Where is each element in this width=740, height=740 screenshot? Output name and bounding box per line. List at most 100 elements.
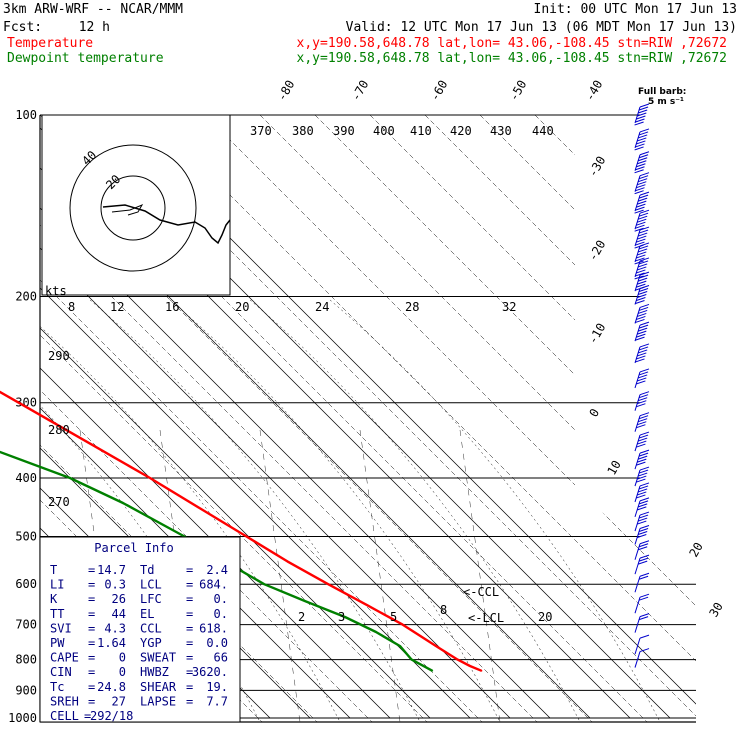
wind-barb-flag [636, 140, 646, 145]
parcel-equals: = [84, 709, 91, 723]
parcel-value: 0.3 [104, 578, 126, 592]
wind-barb [634, 303, 650, 324]
hodograph: kts 20 40 [41, 114, 231, 298]
wind-barb-flag [638, 109, 648, 114]
wind-barb-flag [638, 346, 649, 351]
wind-barb [634, 525, 650, 545]
wind-barb-flag [636, 269, 646, 274]
wind-barb-flag [639, 593, 650, 598]
wind-barb-flag [637, 330, 647, 335]
mixing-ratio-line [359, 429, 401, 722]
wind-barb-flag [638, 134, 648, 139]
wind-barb-flag [636, 461, 646, 466]
parcel-label: CCL [140, 621, 162, 635]
parcel-label: K [50, 592, 58, 606]
mixing-ratio-label: 24 [315, 300, 329, 314]
wind-barb [634, 391, 650, 411]
wind-barb [634, 321, 650, 342]
wind-barb [634, 151, 650, 174]
wind-barb [634, 226, 650, 249]
parcel-row: K = 26 LFC = 0. [50, 592, 228, 606]
wind-barb-flag [638, 560, 648, 565]
wind-barb-flag [638, 452, 649, 457]
wind-barb-flag [638, 418, 648, 423]
parcel-equals: = [186, 592, 193, 606]
wind-barb-flag [638, 248, 648, 253]
wind-barb [634, 634, 650, 655]
wind-barb-flag [638, 488, 648, 493]
parcel-value: 0.0 [206, 636, 228, 650]
wind-barb-flag [637, 377, 647, 382]
moist-adiabat-line [169, 299, 501, 722]
wind-barb-flag [638, 245, 649, 250]
temperature-location: x,y=190.58,648.78 lat,lon= 43.06,-108.45… [297, 36, 727, 51]
wind-barb-flag [639, 613, 650, 618]
wind-barb-flag [637, 137, 647, 142]
parcel-row: Tc = 24.8 SHEAR = 19. [50, 680, 228, 694]
wind-barb-flag [636, 184, 646, 189]
parcel-equals: = [186, 680, 193, 694]
dewpoint-point [122, 502, 124, 504]
hodograph-trace [102, 204, 231, 245]
wind-barb-flag [638, 131, 649, 136]
dewpoint-point [263, 583, 266, 586]
wind-barb-flag [638, 232, 648, 237]
wind-barb-flag [638, 557, 649, 562]
init-time: Init: 00 UTC Mon 17 Jun 13 [534, 2, 738, 17]
forecast-label: Fcst: [3, 20, 42, 35]
theta-label: 390 [333, 124, 355, 138]
isotherm-line [40, 115, 511, 719]
isotherm-label: 0 [586, 406, 602, 419]
wind-barb-staff [634, 651, 641, 668]
isotherm-label: -60 [427, 78, 450, 104]
wind-barb-flag [639, 554, 650, 559]
dewpoint-profile [0, 450, 433, 672]
wind-barb [634, 613, 650, 633]
dewpoint-legend-label: Dewpoint temperature [7, 51, 164, 66]
parcel-value: 27 [112, 694, 126, 708]
temperature-point [456, 658, 459, 661]
wind-barb-flag [639, 431, 650, 436]
wind-barb-flag [635, 257, 645, 262]
dewpoint-point [344, 616, 346, 618]
mixing-ratio-label: 12 [110, 300, 124, 314]
wind-barb [634, 540, 650, 560]
parcel-equals: = [186, 636, 193, 650]
parcel-equals: = [88, 578, 95, 592]
wind-barb-staff [634, 558, 641, 575]
wind-barb [634, 172, 650, 195]
moist-adiabat-line [89, 299, 421, 722]
isotherm-label: 20 [686, 540, 705, 560]
temperature-point [286, 560, 289, 563]
parcel-label: LCL [140, 578, 162, 592]
parcel-label: T [50, 563, 57, 577]
parcel-label: TT [50, 607, 64, 621]
wind-barb-flag [639, 368, 650, 373]
wind-barb-flag [639, 271, 650, 276]
wind-barb-flag [638, 374, 648, 379]
wind-barb-flag [638, 394, 649, 399]
wind-barb-flag [639, 242, 650, 247]
mixing-ratio-label: 16 [165, 300, 179, 314]
parcel-value: 14.7 [97, 563, 126, 577]
wind-barb-flag [637, 294, 647, 298]
parcel-label: CIN [50, 665, 72, 679]
wind-barb-flag [636, 494, 646, 499]
wind-barb-flag [638, 503, 648, 508]
parcel-value: 66 [214, 651, 228, 665]
theta-label: 420 [450, 124, 472, 138]
wind-barb-flag [637, 506, 647, 511]
wind-barb [634, 128, 650, 151]
isotherm-line [40, 115, 351, 719]
parcel-label: SREH [50, 694, 79, 708]
wind-barb-flag [635, 241, 645, 246]
wind-barb-flag [634, 227, 644, 232]
wind-barb-flag [638, 178, 648, 183]
parcel-equals: = [88, 563, 95, 577]
temperature-legend-label: Temperature [7, 36, 93, 51]
wind-barb-flag [635, 318, 645, 323]
parcel-equals: = [88, 665, 95, 679]
parcel-value: 0. [214, 592, 228, 606]
parcel-equals: = [186, 563, 193, 577]
